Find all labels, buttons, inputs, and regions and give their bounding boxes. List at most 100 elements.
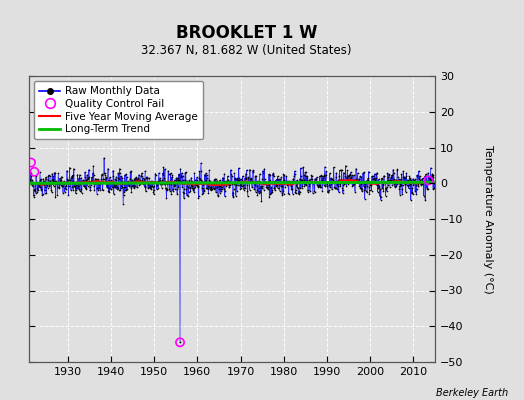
Point <box>429 174 437 180</box>
Point <box>380 180 389 186</box>
Point <box>56 182 64 188</box>
Point <box>267 185 275 191</box>
Point <box>341 179 349 185</box>
Point <box>137 173 146 180</box>
Point <box>302 182 311 188</box>
Point <box>390 170 398 176</box>
Point <box>411 179 419 185</box>
Point <box>358 179 367 186</box>
Point <box>230 170 238 176</box>
Point <box>140 184 149 190</box>
Point <box>413 173 421 179</box>
Point <box>57 178 66 185</box>
Point <box>145 184 153 191</box>
Point <box>190 185 198 192</box>
Point <box>268 187 276 194</box>
Point <box>245 178 253 184</box>
Point <box>424 178 433 185</box>
Point <box>128 177 137 184</box>
Point <box>326 180 335 186</box>
Point <box>239 182 247 188</box>
Point <box>132 177 140 183</box>
Point <box>157 180 165 186</box>
Point <box>269 172 277 178</box>
Point <box>142 175 150 181</box>
Point <box>272 176 281 183</box>
Point <box>169 186 178 192</box>
Point <box>41 174 50 180</box>
Point <box>339 182 347 188</box>
Point <box>361 181 369 188</box>
Point <box>121 184 129 191</box>
Point <box>174 184 182 190</box>
Point <box>34 180 42 187</box>
Point <box>203 182 212 189</box>
Point <box>308 179 316 186</box>
Point <box>136 177 144 183</box>
Point <box>302 173 310 179</box>
Point <box>405 182 413 188</box>
Point <box>210 176 219 183</box>
Point <box>413 180 422 187</box>
Point <box>317 172 325 178</box>
Point <box>395 179 403 185</box>
Point <box>54 180 63 187</box>
Point <box>262 184 270 190</box>
Point <box>95 178 103 184</box>
Point <box>71 183 80 189</box>
Point <box>324 188 332 194</box>
Point <box>197 168 205 174</box>
Point <box>59 180 68 187</box>
Point <box>72 187 81 193</box>
Point <box>200 186 208 193</box>
Point <box>117 173 125 180</box>
Point <box>36 177 45 184</box>
Point <box>191 180 200 186</box>
Point <box>215 179 223 186</box>
Point <box>360 169 368 176</box>
Point <box>235 175 243 182</box>
Point <box>294 190 303 196</box>
Point <box>250 180 259 186</box>
Point <box>330 183 339 190</box>
Point <box>43 184 52 191</box>
Point <box>126 176 134 182</box>
Point <box>313 182 321 188</box>
Point <box>397 176 405 182</box>
Point <box>108 179 116 186</box>
Point <box>399 174 407 180</box>
Point <box>361 184 369 190</box>
Point <box>52 178 60 184</box>
Point <box>188 183 196 189</box>
Point <box>148 178 156 185</box>
Point <box>385 171 393 177</box>
Point <box>403 178 411 184</box>
Point <box>183 183 191 190</box>
Point <box>139 180 148 186</box>
Point <box>132 174 140 180</box>
Point <box>114 175 123 181</box>
Point <box>152 186 161 192</box>
Point <box>103 180 112 186</box>
Point <box>52 181 61 188</box>
Point <box>340 169 348 176</box>
Point <box>233 176 242 183</box>
Point <box>349 182 357 188</box>
Point <box>311 176 319 182</box>
Point <box>202 177 210 183</box>
Point <box>141 188 150 194</box>
Point <box>264 181 272 187</box>
Point <box>307 176 315 182</box>
Point <box>127 168 135 174</box>
Point <box>53 180 61 186</box>
Point <box>282 180 290 186</box>
Point <box>136 181 145 188</box>
Point <box>401 189 410 195</box>
Point <box>119 184 128 191</box>
Point <box>81 169 89 176</box>
Point <box>376 197 385 203</box>
Point <box>336 183 344 189</box>
Point <box>228 193 237 199</box>
Point <box>303 173 311 180</box>
Point <box>62 186 70 192</box>
